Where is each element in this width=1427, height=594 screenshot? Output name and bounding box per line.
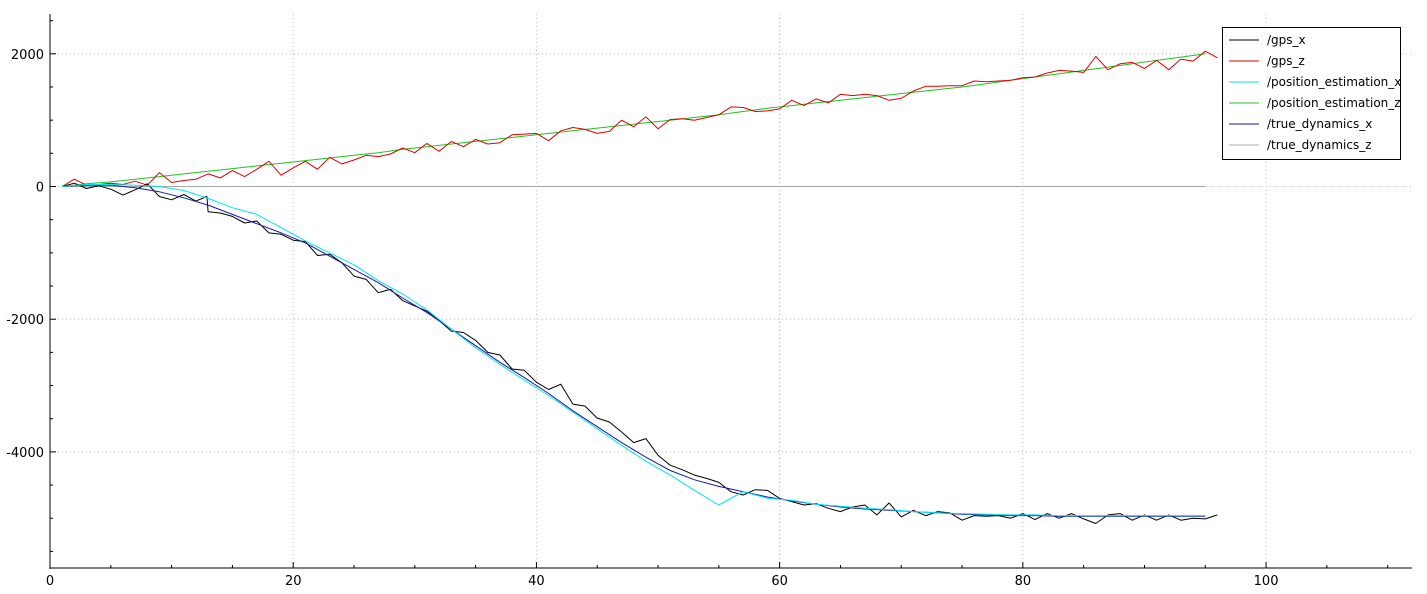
series-line-position-estimation-x [62, 184, 1206, 517]
y-tick-label: -2000 [6, 313, 44, 328]
legend-label: /position_estimation_z [1267, 96, 1401, 110]
series-line-gps-z [61, 50, 1218, 187]
legend-label: /true_dynamics_x [1267, 117, 1372, 131]
x-tick-label: 100 [1254, 574, 1279, 589]
series-line-true-dynamics-x [62, 184, 1206, 517]
x-tick-label: 80 [1015, 574, 1032, 589]
y-tick-label: 0 [36, 181, 44, 196]
axes: 0 20 40 60 80 100 -4000 -2000 0 2000 [6, 14, 1412, 589]
series-line-gps-x [62, 182, 1218, 524]
legend: /gps_x/gps_z/position_estimation_x/posit… [1222, 27, 1401, 160]
legend-box [1222, 27, 1401, 160]
grid-lines [50, 14, 1412, 568]
legend-label: /position_estimation_x [1267, 75, 1401, 89]
x-tick-label: 40 [528, 574, 545, 589]
series-line-position-estimation-z [62, 53, 1206, 187]
y-tick-label: -4000 [6, 446, 44, 461]
legend-label: /true_dynamics_z [1267, 138, 1372, 152]
x-tick-label: 60 [771, 574, 788, 589]
series-layer [61, 50, 1218, 524]
y-tick-label: 2000 [11, 48, 44, 63]
legend-label: /gps_x [1267, 33, 1306, 47]
legend-label: /gps_z [1267, 54, 1305, 68]
x-tick-label: 0 [46, 574, 54, 589]
x-tick-label: 20 [285, 574, 302, 589]
